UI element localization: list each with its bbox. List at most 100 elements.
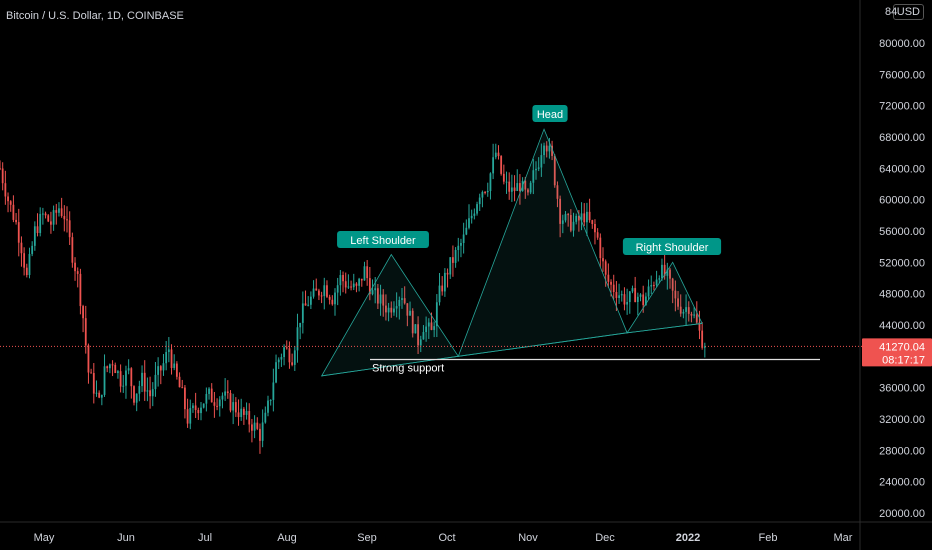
candle-body xyxy=(240,408,243,418)
candle-body xyxy=(553,155,556,186)
candle-body xyxy=(299,322,302,328)
candle-body xyxy=(666,269,669,276)
candle-body xyxy=(71,237,74,263)
currency-button[interactable]: USD xyxy=(892,4,924,20)
candle-body xyxy=(610,281,612,285)
candle-body xyxy=(583,213,586,223)
candle-body xyxy=(320,295,323,297)
candle-body xyxy=(339,275,342,286)
candle-body xyxy=(261,422,264,441)
candle-body xyxy=(505,181,508,183)
head-label: Head xyxy=(537,109,563,121)
annotations-layer: Left Shoulder Head Right Shoulder Strong su… xyxy=(337,105,932,374)
price-tick-label: 60000.00 xyxy=(879,195,925,207)
candle-body xyxy=(277,359,280,363)
candle-body xyxy=(494,152,497,158)
candle-body xyxy=(60,208,63,216)
candle-body xyxy=(374,288,377,291)
candle-body xyxy=(242,408,245,415)
candle-body xyxy=(9,201,12,205)
time-tick-label: Jun xyxy=(117,532,135,544)
candle-body xyxy=(50,221,52,225)
price-tick-label: 44000.00 xyxy=(879,320,925,332)
candle-body xyxy=(628,291,631,303)
candle-body xyxy=(636,296,639,303)
candle-body xyxy=(647,286,650,297)
candle-body xyxy=(33,226,36,246)
candle-body xyxy=(701,330,704,348)
candle-body xyxy=(178,376,181,388)
candle-body xyxy=(323,285,326,297)
candle-body xyxy=(114,364,117,374)
candle-body xyxy=(556,185,559,199)
candle-body xyxy=(481,191,484,198)
candles-layer xyxy=(0,137,706,454)
price-tick-label: 68000.00 xyxy=(879,132,925,144)
time-tick-label: Sep xyxy=(357,532,377,544)
candle-body xyxy=(669,269,671,279)
candle-body xyxy=(301,303,304,323)
candle-body xyxy=(192,405,194,409)
candle-body xyxy=(280,357,283,360)
candle-body xyxy=(358,278,361,286)
candle-body xyxy=(44,213,47,216)
candle-body xyxy=(79,273,82,307)
candle-body xyxy=(272,382,275,400)
candle-body xyxy=(508,181,511,192)
time-tick-label: Jul xyxy=(198,532,212,544)
candle-body xyxy=(561,220,564,224)
candle-body xyxy=(173,363,176,368)
candle-body xyxy=(149,390,151,397)
candle-body xyxy=(84,318,87,346)
candle-body xyxy=(594,224,596,233)
candle-body xyxy=(143,372,146,392)
candle-body xyxy=(602,258,604,262)
price-axis: 20000.00 24000.00 28000.00 32000.00 36000.00… xyxy=(879,6,925,520)
candle-body xyxy=(111,364,114,366)
candle-body xyxy=(650,285,653,287)
candle-body xyxy=(674,290,677,299)
candle-body xyxy=(615,292,618,298)
candle-body xyxy=(157,366,160,375)
candle-body xyxy=(205,393,208,404)
last-price-badge xyxy=(862,338,932,367)
candle-body xyxy=(264,412,267,423)
candle-body xyxy=(127,368,130,371)
candle-body xyxy=(379,294,382,304)
candle-body xyxy=(87,345,90,373)
candle-body xyxy=(293,350,296,365)
candle-body xyxy=(318,290,320,296)
candle-body xyxy=(154,374,157,390)
candle-body xyxy=(543,145,545,156)
head-label-box xyxy=(532,105,568,122)
candle-body xyxy=(31,245,34,254)
candle-body xyxy=(398,299,401,307)
price-tick-label: 20000.00 xyxy=(879,508,925,520)
candle-body xyxy=(468,218,470,228)
candle-body xyxy=(535,168,537,171)
candle-body xyxy=(1,168,4,184)
candle-body xyxy=(492,157,495,174)
candle-body xyxy=(135,393,138,403)
candle-body xyxy=(623,294,626,305)
candle-body xyxy=(433,326,436,330)
candle-body xyxy=(125,370,127,386)
candle-body xyxy=(452,257,454,263)
candle-body xyxy=(208,388,210,394)
candle-body xyxy=(382,294,385,306)
candle-body xyxy=(159,366,162,371)
candle-body xyxy=(409,310,411,316)
candle-body xyxy=(130,368,133,387)
candle-body xyxy=(572,221,575,231)
candle-body xyxy=(309,296,312,305)
candle-body xyxy=(267,400,269,413)
candle-body xyxy=(184,387,186,410)
candle-body xyxy=(626,302,629,305)
candle-body xyxy=(68,220,71,238)
candle-body xyxy=(387,307,390,313)
candle-body xyxy=(41,213,44,215)
price-tick-label: 56000.00 xyxy=(879,226,925,238)
candle-body xyxy=(425,326,428,333)
candle-body xyxy=(703,346,706,348)
